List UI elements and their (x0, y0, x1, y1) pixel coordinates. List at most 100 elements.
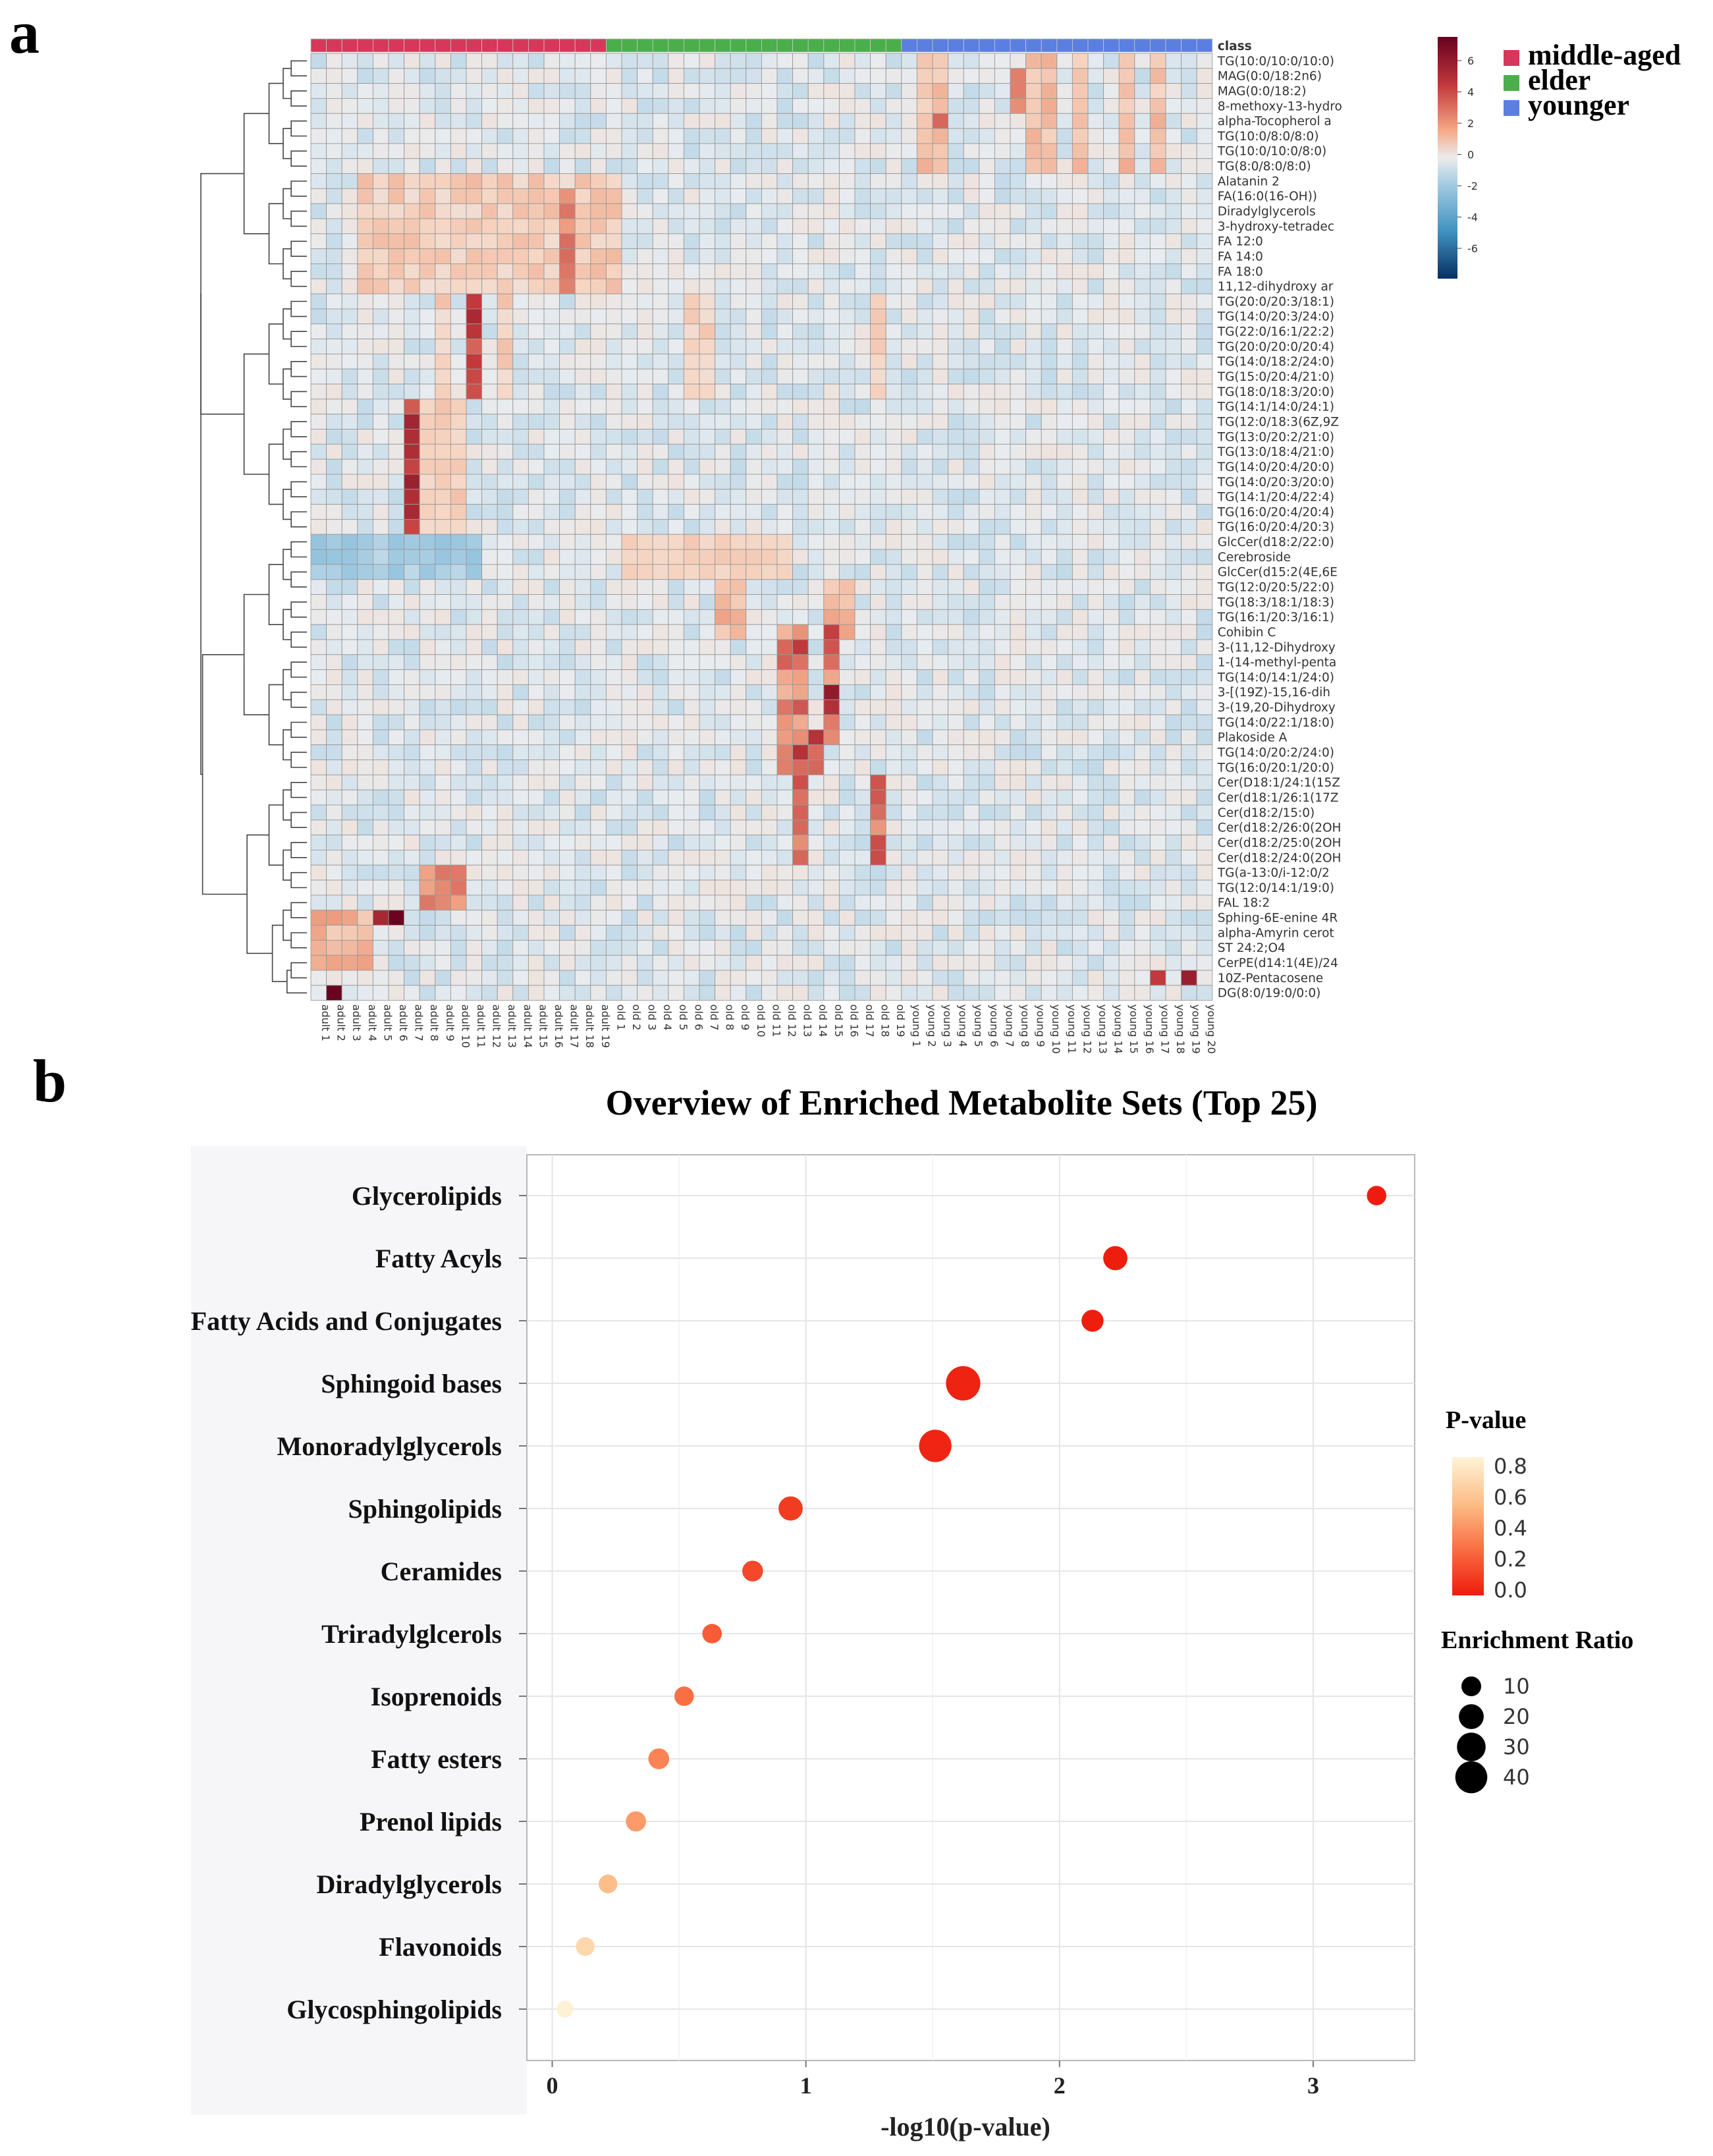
heatmap-cell (1010, 474, 1027, 490)
heatmap-cell (761, 564, 778, 580)
heatmap-cell (730, 669, 747, 685)
heatmap-cell (792, 594, 809, 610)
heatmap-cell (885, 639, 902, 655)
heatmap-cell (807, 53, 825, 69)
heatmap-cell (916, 474, 933, 490)
heatmap-cell (481, 399, 498, 415)
heatmap-cell (528, 819, 545, 836)
heatmap-cell (481, 248, 498, 264)
class-annotation-cell (590, 38, 607, 53)
heatmap-cell (372, 939, 389, 956)
heatmap-cell (885, 624, 902, 640)
heatmap-cell (963, 850, 980, 866)
heatmap-cell (605, 609, 622, 625)
heatmap-cell (310, 203, 327, 219)
heatmap-cell (1165, 248, 1182, 264)
heatmap-cell (776, 158, 794, 175)
heatmap-cell (823, 774, 840, 790)
heatmap-cell (466, 278, 483, 294)
heatmap-cell (1165, 639, 1182, 655)
heatmap-cell (1010, 383, 1027, 400)
heatmap-cell (1072, 549, 1089, 565)
heatmap-cell (326, 774, 342, 790)
heatmap-cell (637, 83, 653, 99)
heatmap-cell (838, 68, 856, 84)
class-annotation-cell (512, 38, 529, 53)
heatmap-cell (1149, 323, 1166, 340)
heatmap-cell (357, 804, 373, 821)
heatmap-cell (310, 248, 327, 264)
heatmap-cell (870, 835, 886, 850)
heatmap-cell (715, 504, 731, 520)
heatmap-cell (979, 910, 995, 926)
heatmap-cell (450, 368, 467, 385)
heatmap-cell (1196, 83, 1213, 99)
heatmap-row-label: Plakoside A (1218, 731, 1288, 745)
heatmap-cell (1056, 684, 1073, 700)
heatmap-cell (637, 639, 653, 655)
heatmap-cell (932, 218, 949, 235)
heatmap-cell (574, 414, 591, 429)
heatmap-cell (870, 760, 886, 775)
heatmap-cell (326, 639, 342, 655)
heatmap-cell (699, 113, 716, 129)
heatmap-cell (916, 760, 933, 775)
heatmap-cell (715, 368, 731, 385)
heatmap-cell (357, 910, 373, 926)
heatmap-cell (388, 218, 405, 235)
heatmap-cell (948, 879, 964, 896)
heatmap-cell (746, 414, 762, 429)
heatmap-cell (901, 939, 917, 956)
class-annotation-cell (746, 38, 762, 53)
heatmap-row-label: TG(10:0/8:0/8:0) (1217, 130, 1319, 144)
heatmap-cell (637, 414, 653, 429)
heatmap-cell (699, 714, 716, 731)
heatmap-cell (1025, 669, 1042, 685)
heatmap-cell (528, 939, 545, 956)
heatmap-cell (838, 744, 856, 760)
heatmap-cell (481, 925, 498, 941)
heatmap-cell (435, 939, 451, 956)
heatmap-cell (605, 173, 622, 189)
heatmap-cell (466, 624, 483, 640)
heatmap-cell (823, 879, 840, 896)
heatmap-cell (792, 789, 809, 806)
heatmap-cell (404, 414, 420, 429)
heatmap-cell (1056, 744, 1073, 760)
class-legend-swatch (1504, 75, 1519, 91)
heatmap-cell (1072, 474, 1089, 490)
heatmap-cell (683, 383, 700, 400)
heatmap-column-labels: adult 1 adult 2 adult 3 adult 4 adult 5 adult… (319, 1005, 1218, 1054)
dendrogram-branch (290, 902, 307, 918)
heatmap-cell (481, 850, 498, 866)
heatmap-cell (916, 910, 933, 926)
heatmap-cell (559, 954, 576, 971)
heatmap-cell (1025, 414, 1042, 429)
heatmap-cell (1056, 458, 1073, 475)
heatmap-cell (963, 985, 980, 1001)
heatmap-row-label: Cer(d18:1/26:1(17Z (1218, 791, 1339, 805)
heatmap-cell (637, 760, 653, 775)
heatmap-cell (823, 278, 840, 294)
heatmap-cell (388, 368, 405, 385)
heatmap-cell (885, 203, 902, 219)
heatmap-cell (1041, 774, 1058, 790)
heatmap-cell (776, 353, 794, 370)
heatmap-cell (357, 83, 373, 99)
class-annotation-cell (1010, 38, 1027, 53)
heatmap-cell (1010, 233, 1027, 250)
heatmap-cell (807, 744, 825, 760)
heatmap-cell (652, 188, 669, 204)
heatmap-cell (1118, 263, 1135, 279)
heatmap-cell (497, 203, 514, 219)
heatmap-cell (948, 985, 964, 1001)
heatmap-cell (807, 879, 825, 896)
heatmap-cell (901, 954, 917, 971)
heatmap-cell (901, 684, 917, 700)
heatmap-cell (419, 443, 436, 460)
heatmap-cell (1103, 518, 1120, 535)
heatmap-cell (823, 353, 840, 370)
heatmap-row-label: TG(13:0/18:4/21:0) (1217, 445, 1334, 459)
heatmap-cell (1010, 188, 1027, 204)
heatmap-row-label: TG(14:0/20:4/20:0) (1217, 460, 1334, 474)
